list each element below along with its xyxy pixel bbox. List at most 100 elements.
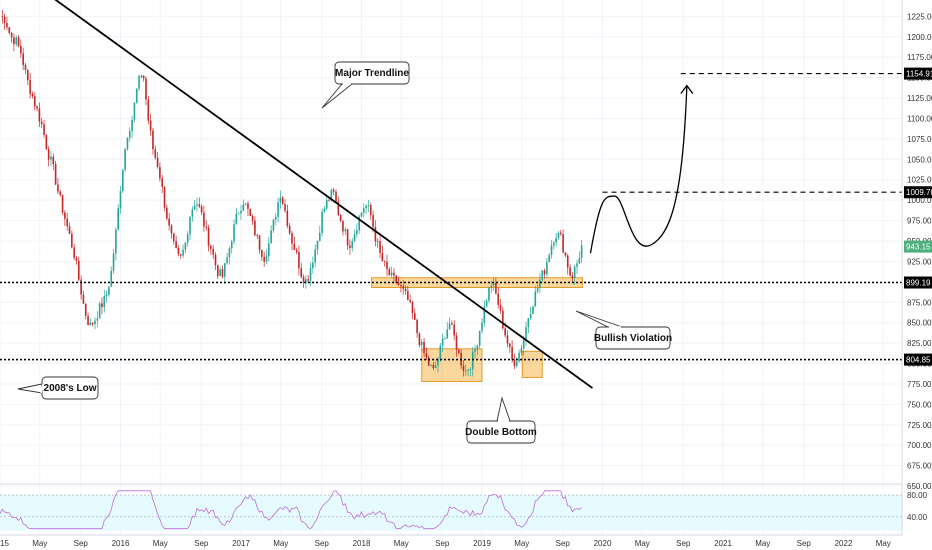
callout-tail-cover <box>40 383 44 394</box>
candle-body <box>455 335 458 350</box>
callout-double-bottom: Double Bottom <box>465 396 537 444</box>
candle-body <box>393 272 395 276</box>
candle-body <box>413 313 416 320</box>
price-tag <box>904 240 932 253</box>
candle-body <box>529 314 532 319</box>
candle-body <box>196 204 198 206</box>
candle-body <box>351 241 354 248</box>
candle-body <box>444 338 446 340</box>
time-tick-label: 2016 <box>112 539 130 548</box>
time-tick-label: May <box>32 539 47 548</box>
candle-body <box>397 282 400 285</box>
rsi-level-label: 40.00 <box>907 513 928 522</box>
time-tick-label: May <box>273 539 288 548</box>
candle-body <box>43 124 45 135</box>
candle-body <box>423 341 425 354</box>
candle-body <box>573 266 576 278</box>
candle-body <box>492 282 495 286</box>
candle-body <box>119 191 122 209</box>
candle-body <box>54 164 57 185</box>
candle-body <box>191 209 194 217</box>
candle-body <box>207 227 210 246</box>
candle-body <box>566 255 569 268</box>
candle-body <box>420 341 423 346</box>
candle-body <box>515 361 518 366</box>
candle-body <box>115 229 117 254</box>
candle-body <box>189 216 191 235</box>
candle-body <box>471 351 474 370</box>
candle-body <box>404 288 407 291</box>
candle-body <box>557 232 560 238</box>
candle-body <box>578 258 581 264</box>
candle-body <box>40 121 43 125</box>
price-axis: 650.00675.00700.00725.00750.00775.00800.… <box>901 0 932 535</box>
callout-box <box>595 326 671 350</box>
candle-body <box>279 197 282 203</box>
candle-body <box>358 216 360 231</box>
candle-body <box>212 248 215 255</box>
candle-body <box>274 216 277 220</box>
candle-body <box>298 251 300 269</box>
candle-body <box>559 232 562 235</box>
candle-body <box>407 290 409 300</box>
candle-body <box>66 218 69 227</box>
candle-body <box>117 208 119 230</box>
candle-body <box>1 16 4 18</box>
candle-body <box>383 261 386 262</box>
time-tick-label: Sep <box>556 539 571 548</box>
candle-body <box>203 212 205 227</box>
candle-body <box>24 64 27 70</box>
candle-body <box>293 243 296 250</box>
price-tick-label: 875.00 <box>907 298 932 307</box>
time-tick-label: May <box>514 539 529 548</box>
candle-body <box>291 233 293 244</box>
time-tick-label: Sep <box>435 539 450 548</box>
major-trendline <box>54 0 593 389</box>
candle-body <box>242 204 245 211</box>
candle-body <box>332 189 335 192</box>
candle-body <box>506 335 509 344</box>
candle-body <box>325 199 328 209</box>
candle-body <box>33 96 36 107</box>
candle-body <box>77 260 80 280</box>
time-tick-label: 2018 <box>353 539 371 548</box>
candle-body <box>256 235 259 237</box>
candle-body <box>446 329 449 339</box>
candle-body <box>64 212 66 219</box>
candle-body <box>539 279 541 288</box>
candle-body <box>543 270 546 275</box>
candle-body <box>170 225 173 234</box>
candle-body <box>522 339 525 349</box>
price-tick-label: 1225.00 <box>907 12 932 21</box>
candle-body <box>166 207 168 219</box>
candle-body <box>550 245 553 256</box>
price-tick-label: 700.00 <box>907 441 932 450</box>
zone-double-bottom-right <box>521 350 543 378</box>
candle-body <box>504 328 506 336</box>
candle-body <box>103 296 106 308</box>
price-tag-label: 804.85 <box>906 356 931 365</box>
candle-body <box>321 211 323 233</box>
candle-body <box>80 279 82 295</box>
candle-body <box>318 232 321 241</box>
time-tick-label: 2021 <box>714 539 732 548</box>
candle-body <box>133 102 136 120</box>
candle-body <box>390 272 393 276</box>
candle-body <box>235 213 238 225</box>
candle-body <box>124 149 126 170</box>
trendline-layer <box>54 0 593 389</box>
candle-body <box>536 287 539 292</box>
candle-body <box>295 249 298 252</box>
candle-body <box>284 204 286 211</box>
candle-body <box>520 348 523 353</box>
candle-body <box>349 245 351 248</box>
candle-body <box>555 237 557 243</box>
price-tick-label: 725.00 <box>907 421 932 430</box>
candle-body <box>61 194 64 213</box>
candle-body <box>47 149 50 160</box>
candle-body <box>360 212 363 217</box>
candle-body <box>353 234 356 242</box>
candle-body <box>502 310 504 329</box>
candle-body <box>270 230 272 244</box>
